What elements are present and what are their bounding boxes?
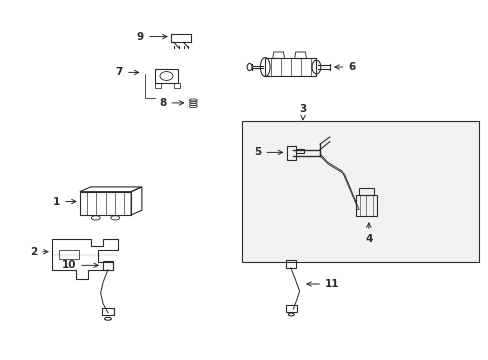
Bar (102, 308, 114, 315)
Bar (358, 188, 373, 195)
Text: 5: 5 (254, 147, 282, 157)
Text: 7: 7 (116, 67, 139, 77)
Text: 1: 1 (53, 197, 76, 207)
Text: 11: 11 (306, 279, 339, 289)
Bar (285, 260, 295, 268)
Bar (355, 195, 376, 216)
Text: 3: 3 (299, 104, 306, 114)
Text: 6: 6 (334, 62, 355, 72)
Text: 2: 2 (30, 247, 48, 257)
Bar (285, 305, 296, 312)
Text: 8: 8 (159, 98, 183, 108)
Bar (264, 58, 316, 76)
Text: 4: 4 (365, 223, 372, 244)
Bar (59, 250, 79, 259)
Text: 10: 10 (61, 260, 98, 270)
Bar (103, 261, 113, 270)
Bar (155, 69, 178, 83)
Bar (242, 121, 478, 262)
Text: 9: 9 (137, 32, 167, 41)
